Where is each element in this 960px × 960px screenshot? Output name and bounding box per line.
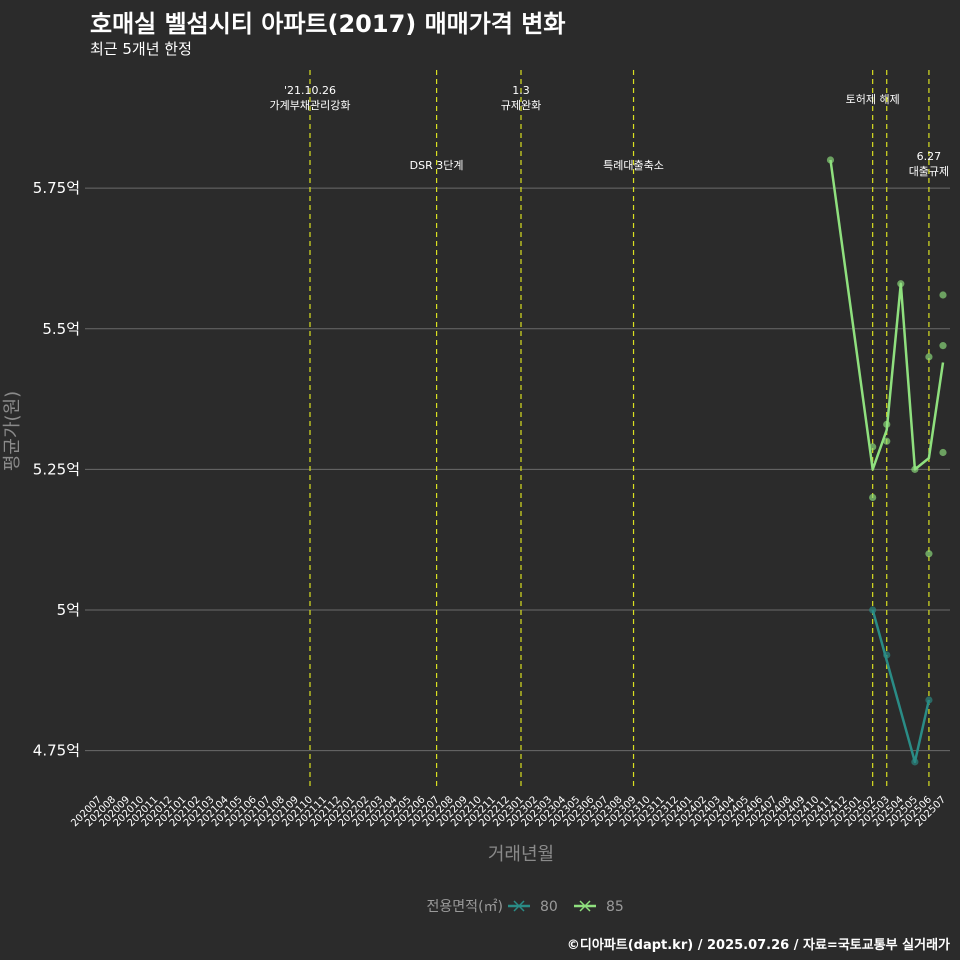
series-line-85 xyxy=(829,159,945,471)
data-point xyxy=(869,493,877,502)
legend-label-80: 80 xyxy=(540,899,558,915)
legend-key-mark xyxy=(579,900,591,912)
legend-title: 전용면적(㎡) xyxy=(427,899,503,915)
legend-key-mark xyxy=(513,900,525,912)
legend-label-85: 85 xyxy=(606,899,624,915)
y-tick-label: 5.25억 xyxy=(33,460,80,478)
y-tick-label: 5.5억 xyxy=(42,320,80,338)
event-annotation: 1.3 xyxy=(512,84,530,97)
event-annotation: 특례대출축소 xyxy=(603,159,664,172)
series-line-80 xyxy=(871,609,931,764)
y-tick-label: 4.75억 xyxy=(33,742,80,760)
data-point xyxy=(925,696,933,704)
y-axis-title: 평균가(원) xyxy=(2,391,23,471)
x-axis-title: 거래년월 xyxy=(488,844,554,865)
data-point xyxy=(883,437,891,445)
data-point xyxy=(826,156,835,164)
source-caption: ©디아파트(dapt.kr) / 2025.07.26 / 자료=국토교통부 실… xyxy=(566,938,950,953)
event-annotation: 대출규제 xyxy=(909,165,949,178)
data-point xyxy=(925,550,933,558)
y-tick-label: 5억 xyxy=(57,601,80,619)
event-annotation: 규제완화 xyxy=(501,99,541,112)
chart-subtitle: 최근 5개년 한정 xyxy=(90,40,192,58)
chart-title: 호매실 벨섬시티 아파트(2017) 매매가격 변화 xyxy=(90,10,566,38)
event-annotation: '21.10.26 xyxy=(284,84,336,97)
event-annotation: 가계부채관리강화 xyxy=(270,99,351,112)
data-point xyxy=(939,448,947,457)
event-annotation: DSR 3단계 xyxy=(410,159,464,172)
y-tick-label: 5.75억 xyxy=(33,179,80,197)
event-annotation: 6.27 xyxy=(917,150,942,163)
event-annotation: 토허제 해제 xyxy=(846,92,900,106)
data-point xyxy=(925,353,933,361)
legend: 전용면적(㎡) 80 85 xyxy=(427,899,624,915)
data-point xyxy=(939,291,947,299)
data-point xyxy=(939,342,947,350)
